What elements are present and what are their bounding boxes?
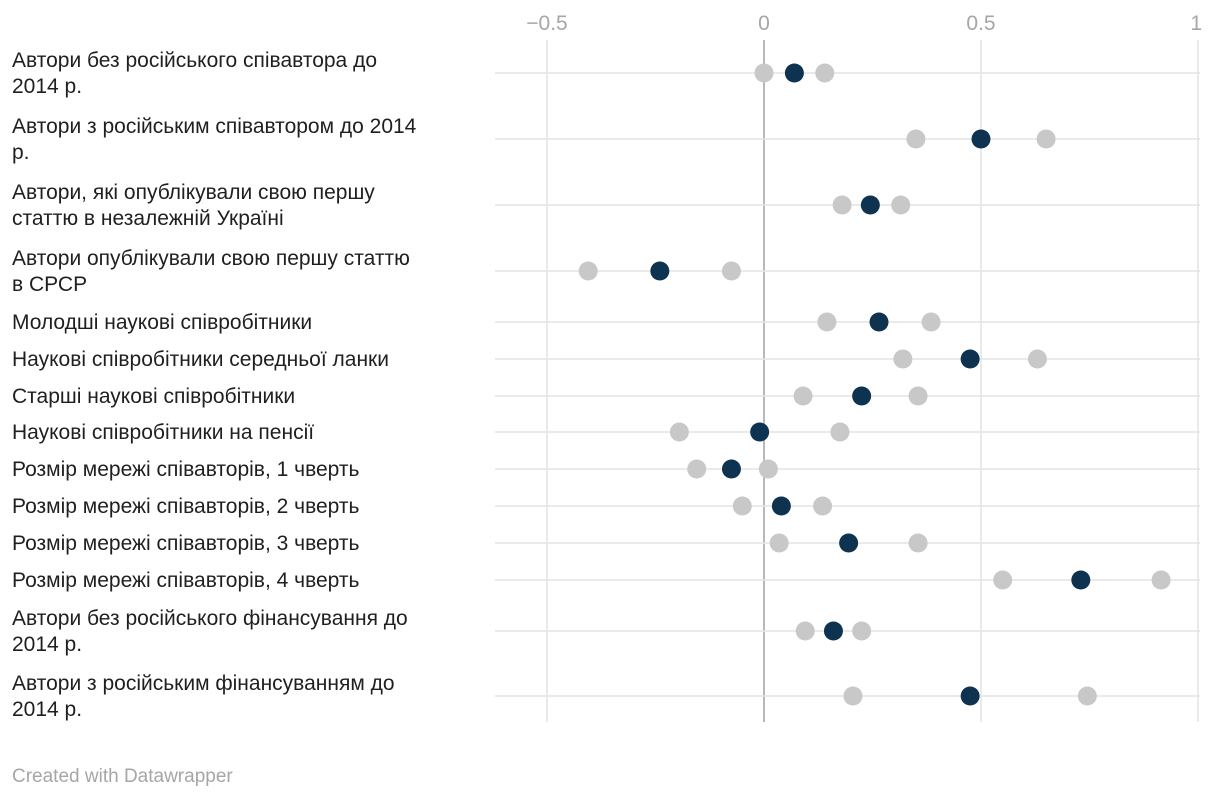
row-label: Автори без російського фінансування до — [12, 607, 408, 630]
estimate-dot — [784, 63, 804, 83]
estimate-dot — [823, 621, 843, 641]
upper-bound-dot — [921, 312, 941, 332]
lower-bound-dot — [769, 533, 789, 553]
row-label: Наукові співробітники середньої ланки — [12, 348, 389, 371]
gridlines — [495, 40, 1200, 722]
lower-bound-dot — [687, 459, 707, 479]
upper-bound-dot — [852, 621, 872, 641]
lower-bound-dot — [578, 261, 598, 281]
row-label: 2014 р. — [12, 633, 82, 656]
upper-bound-dot — [815, 63, 835, 83]
estimate-dot — [960, 349, 980, 369]
estimate-dot — [1071, 570, 1091, 590]
estimate-dot — [860, 195, 880, 215]
lower-bound-dot — [793, 386, 813, 406]
row-label: Автори з російським фінансуванням до — [12, 672, 395, 695]
row-label: в СРСР — [12, 273, 87, 296]
range-dot-chart: −0.5 0 0.5 1 Автори без російського співавт… — [12, 12, 1202, 722]
x-tick-label: 0.5 — [966, 12, 995, 35]
upper-bound-dot — [908, 533, 928, 553]
row-label: Старші наукові співробітники — [12, 385, 295, 408]
lower-bound-dot — [732, 496, 752, 516]
upper-bound-dot — [891, 195, 911, 215]
lower-bound-dot — [832, 195, 852, 215]
upper-bound-dot — [908, 386, 928, 406]
lower-bound-dot — [906, 129, 926, 149]
lower-bound-dot — [669, 422, 689, 442]
x-axis-ticks: −0.5 0 0.5 1 — [526, 12, 1202, 35]
row-label: статтю в незалежній Україні — [12, 207, 284, 230]
upper-bound-dot — [1151, 570, 1171, 590]
upper-bound-dot — [1027, 349, 1047, 369]
lower-bound-dot — [817, 312, 837, 332]
row-label: р. — [12, 141, 30, 164]
row-label: Автори, які опублікували свою першу — [12, 181, 375, 204]
row-label: Автори з російським співавтором до 2014 — [12, 115, 417, 138]
lower-bound-dot — [993, 570, 1013, 590]
row-label: Автори опублікували свою першу статтю — [12, 247, 410, 270]
estimate-dot — [771, 496, 791, 516]
lower-bound-dot — [893, 349, 913, 369]
data-points — [578, 63, 1171, 706]
estimate-dot — [852, 386, 872, 406]
upper-bound-dot — [830, 422, 850, 442]
row-label: 2014 р. — [12, 698, 82, 721]
row-label: 2014 р. — [12, 75, 82, 98]
upper-bound-dot — [721, 261, 741, 281]
estimate-dot — [650, 261, 670, 281]
upper-bound-dot — [1077, 686, 1097, 706]
estimate-dot — [750, 422, 770, 442]
row-label: Розмір мережі співавторів, 1 чверть — [12, 458, 360, 481]
estimate-dot — [839, 533, 859, 553]
row-label: Молодші наукові співробітники — [12, 311, 312, 334]
upper-bound-dot — [813, 496, 833, 516]
row-labels: Автори без російського співавтора до 2014… — [12, 49, 417, 721]
estimate-dot — [971, 129, 991, 149]
x-tick-label: 0 — [758, 12, 770, 35]
estimate-dot — [721, 459, 741, 479]
estimate-dot — [869, 312, 889, 332]
upper-bound-dot — [1036, 129, 1056, 149]
row-label: Наукові співробітники на пенсії — [12, 421, 314, 444]
row-label: Розмір мережі співавторів, 3 чверть — [12, 532, 360, 555]
x-tick-label: 1 — [1190, 12, 1202, 35]
lower-bound-dot — [795, 621, 815, 641]
row-label: Розмір мережі співавторів, 2 чверть — [12, 495, 360, 518]
upper-bound-dot — [758, 459, 778, 479]
x-tick-label: −0.5 — [526, 12, 567, 35]
estimate-dot — [960, 686, 980, 706]
row-label: Автори без російського співавтора до — [12, 49, 377, 72]
datawrapper-credit[interactable]: Created with Datawrapper — [12, 766, 233, 787]
row-label: Розмір мережі співавторів, 4 чверть — [12, 569, 360, 592]
lower-bound-dot — [843, 686, 863, 706]
lower-bound-dot — [754, 63, 774, 83]
